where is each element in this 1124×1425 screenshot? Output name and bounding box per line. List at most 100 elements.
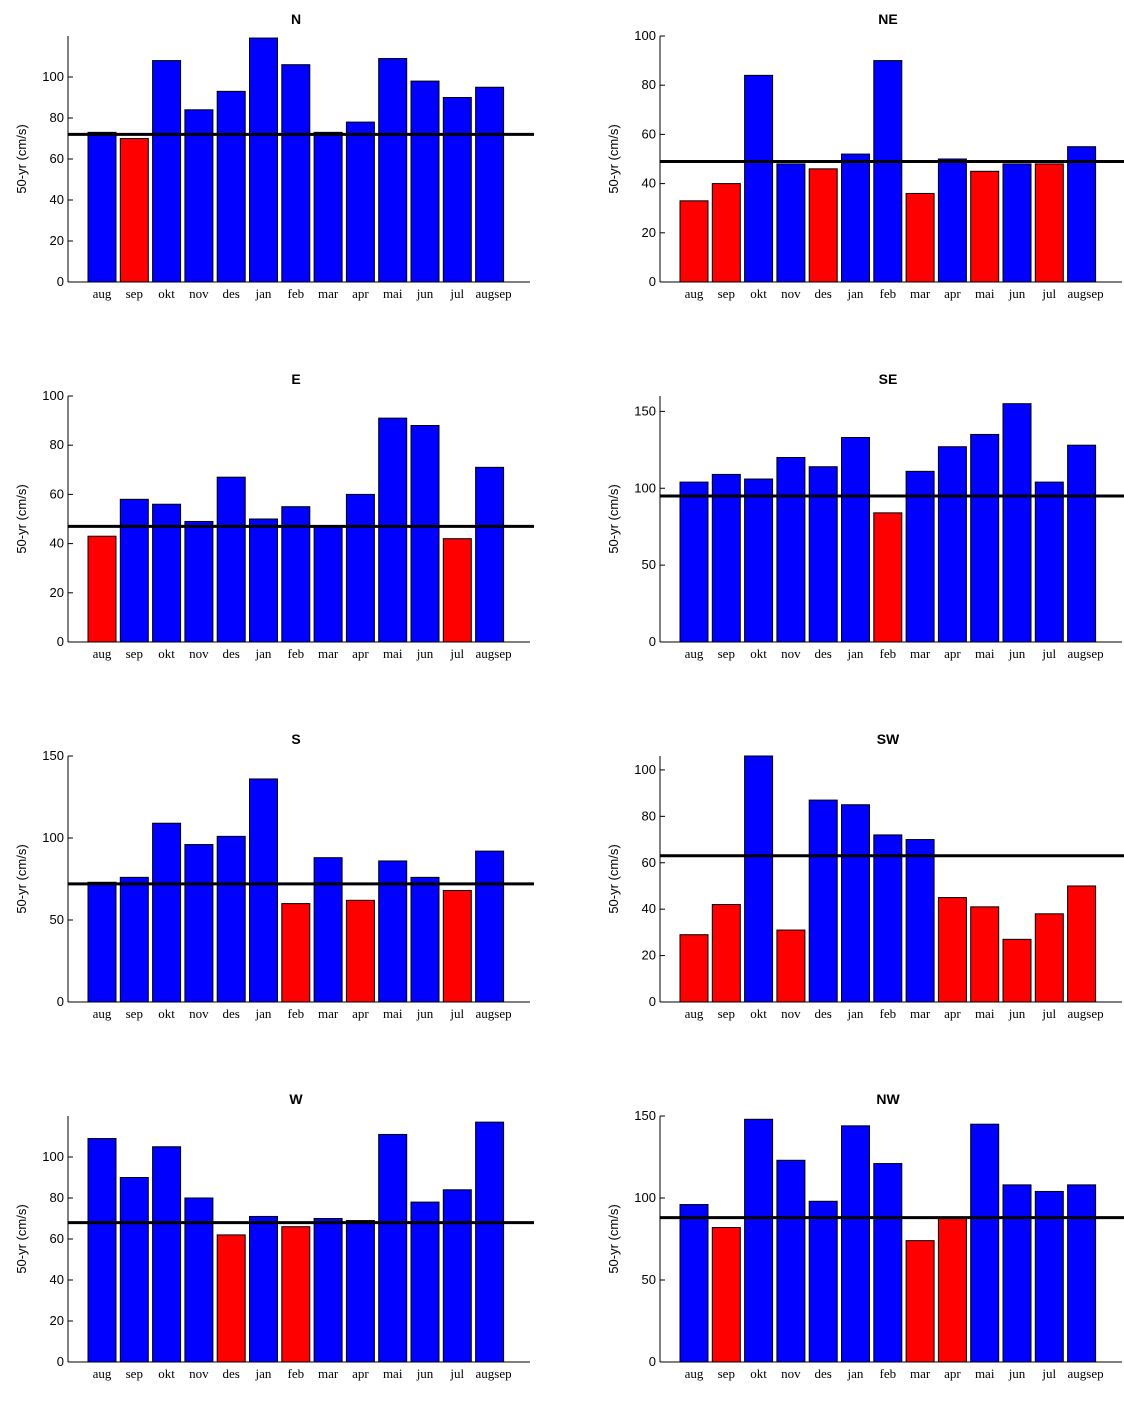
y-tick-label: 80: [642, 808, 656, 823]
bar-nov: [184, 1197, 214, 1363]
y-tick-label: 20: [642, 948, 656, 963]
bar-jun: [1002, 938, 1032, 1003]
x-tick-label: jun: [1008, 1006, 1026, 1021]
x-tick-label: feb: [879, 1366, 896, 1381]
x-tick-label: okt: [158, 286, 175, 301]
y-tick-label: 100: [42, 69, 64, 84]
y-tick-label: 60: [50, 1231, 64, 1246]
bar-jan: [249, 37, 278, 283]
bar-aug: [679, 934, 709, 1003]
x-tick-label: jan: [847, 286, 864, 301]
bar-mar: [313, 1218, 343, 1363]
x-tick-label: nov: [189, 646, 209, 661]
bar-jun: [410, 80, 440, 283]
y-tick-label: 0: [57, 994, 64, 1009]
x-tick-label: aug: [93, 286, 112, 301]
y-tick-label: 80: [50, 1190, 64, 1205]
x-tick-label: des: [815, 646, 832, 661]
chart-panel-se: SE 50-yr (cm/s) 0 50 100 150 aug sep okt nov des ja…: [592, 360, 1124, 705]
y-axis-label: 50-yr (cm/s): [606, 124, 621, 193]
x-tick-label: mar: [910, 1366, 931, 1381]
x-tick-label: mai: [383, 1006, 403, 1021]
bar-mai: [378, 417, 408, 643]
x-tick-label: sep: [126, 286, 143, 301]
bar-mar: [313, 525, 343, 643]
x-tick-label: mai: [975, 1006, 995, 1021]
x-tick-label: feb: [287, 646, 304, 661]
bar-jun: [1002, 403, 1032, 643]
chart-title: SW: [877, 731, 900, 747]
bar-jul: [442, 538, 472, 643]
bar-jul: [1034, 913, 1064, 1003]
x-tick-label: augsep: [476, 1366, 512, 1381]
bar-okt: [744, 478, 774, 643]
x-tick-label: nov: [781, 1006, 801, 1021]
x-tick-label: jun: [416, 286, 434, 301]
y-tick-label: 100: [42, 388, 64, 403]
bar-jul: [1034, 481, 1064, 643]
x-tick-label: apr: [352, 646, 369, 661]
bar-okt: [744, 74, 774, 283]
x-tick-label: nov: [781, 286, 801, 301]
x-tick-label: augsep: [1068, 286, 1104, 301]
chart-title: NW: [876, 1091, 900, 1107]
chart-panel-w: W 50-yr (cm/s) 0 20 40 60 80 100 aug sep okt nov des…: [0, 1080, 562, 1425]
y-axis-label: 50-yr (cm/s): [606, 844, 621, 913]
bar-jan: [249, 778, 278, 1003]
bar-aug: [679, 481, 709, 643]
bar-nov: [776, 1159, 806, 1363]
x-tick-label: jul: [449, 1366, 464, 1381]
y-tick-label: 50: [50, 912, 64, 927]
bar-apr: [345, 493, 375, 643]
x-tick-label: mar: [910, 286, 931, 301]
y-tick-label: 40: [50, 192, 64, 207]
bar-des: [216, 1234, 246, 1363]
bar-sep: [711, 1227, 741, 1363]
x-tick-label: nov: [189, 286, 209, 301]
x-tick-label: jun: [416, 646, 434, 661]
x-tick-label: mar: [318, 1366, 339, 1381]
x-tick-label: feb: [879, 646, 896, 661]
bar-aug: [87, 881, 117, 1003]
x-tick-label: des: [815, 286, 832, 301]
bar-mar: [313, 857, 343, 1003]
bar-jul: [1034, 1190, 1064, 1363]
x-tick-label: apr: [944, 1006, 961, 1021]
x-tick-label: feb: [879, 1006, 896, 1021]
bar-mai: [378, 58, 408, 283]
bar-nov: [776, 457, 806, 643]
bar-des: [808, 799, 838, 1003]
y-tick-label: 60: [642, 126, 656, 141]
bar-jan: [841, 1125, 870, 1363]
bar-sep: [119, 138, 149, 283]
y-tick-label: 0: [57, 274, 64, 289]
bar-feb: [281, 64, 311, 283]
chart-panel-nw: NW 50-yr (cm/s) 0 50 100 150 aug sep okt nov des ja…: [592, 1080, 1124, 1425]
x-tick-label: jul: [449, 1006, 464, 1021]
x-tick-label: jan: [847, 1366, 864, 1381]
bar-augsep: [1067, 885, 1097, 1003]
bar-feb: [873, 512, 903, 643]
x-tick-label: apr: [352, 1366, 369, 1381]
bar-sep: [119, 1177, 149, 1363]
chart-panel-s: S 50-yr (cm/s) 0 50 100 150 aug sep okt nov des jan…: [0, 720, 562, 1065]
y-tick-label: 150: [634, 1108, 656, 1123]
x-tick-label: aug: [685, 646, 704, 661]
x-tick-label: mar: [318, 1006, 339, 1021]
x-tick-label: aug: [93, 1006, 112, 1021]
x-tick-label: okt: [158, 646, 175, 661]
bar-nov: [776, 929, 806, 1003]
x-tick-label: apr: [352, 1006, 369, 1021]
x-tick-label: aug: [93, 1366, 112, 1381]
bar-mar: [905, 470, 935, 643]
bar-jul: [1034, 163, 1064, 283]
bar-aug: [87, 535, 117, 643]
y-axis-label: 50-yr (cm/s): [14, 1204, 29, 1273]
y-tick-label: 100: [42, 830, 64, 845]
bar-mar: [905, 1240, 935, 1363]
y-tick-label: 50: [642, 557, 656, 572]
x-tick-label: sep: [126, 1366, 143, 1381]
x-tick-label: augsep: [1068, 646, 1104, 661]
